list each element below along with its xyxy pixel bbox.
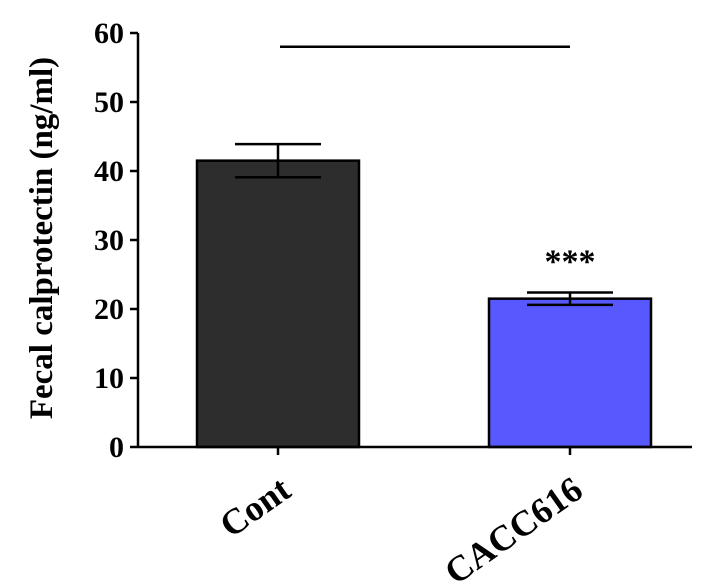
x-tick-label: CACC616 xyxy=(437,469,589,587)
y-tick-label: 10 xyxy=(94,362,124,395)
y-axis: 0 10 20 30 40 50 60 xyxy=(94,17,140,464)
y-tick-label: 50 xyxy=(94,86,124,119)
x-tick-label: Cont xyxy=(212,469,297,545)
bar-cont xyxy=(195,159,361,449)
bar-cacc616 xyxy=(487,297,653,449)
x-axis: Cont CACC616 xyxy=(138,445,692,587)
y-tick-label: 30 xyxy=(94,224,124,257)
bars: *** xyxy=(195,45,653,449)
y-tick-label: 60 xyxy=(94,17,124,50)
y-axis-label: Fecal calprotectin (ng/ml) xyxy=(24,57,60,419)
significance-stars: *** xyxy=(545,243,596,280)
y-tick-label: 40 xyxy=(94,155,124,188)
y-tick-label: 20 xyxy=(94,293,124,326)
y-tick-label: 0 xyxy=(109,431,124,464)
